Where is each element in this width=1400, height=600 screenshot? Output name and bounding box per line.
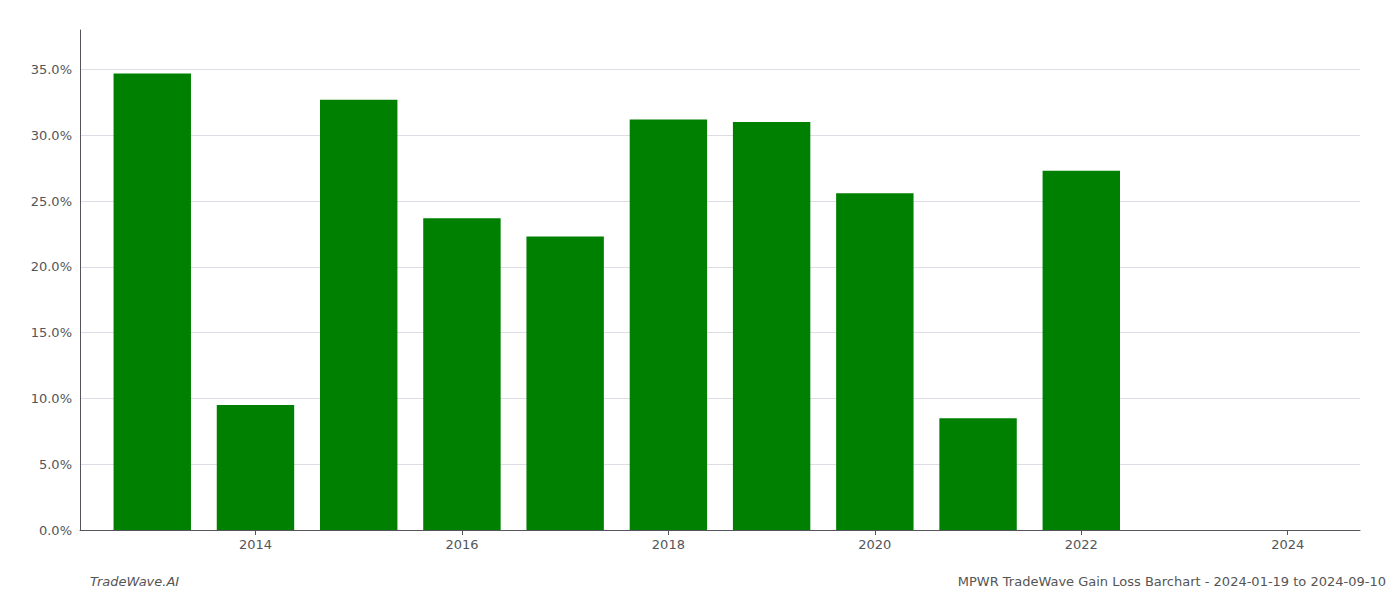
svg-text:35.0%: 35.0% — [31, 62, 72, 77]
svg-text:2024: 2024 — [1271, 537, 1304, 552]
svg-text:TradeWave.AI: TradeWave.AI — [90, 574, 179, 589]
svg-text:15.0%: 15.0% — [31, 325, 72, 340]
svg-text:20.0%: 20.0% — [31, 259, 72, 274]
svg-text:0.0%: 0.0% — [39, 523, 72, 538]
svg-text:2020: 2020 — [858, 537, 891, 552]
svg-text:10.0%: 10.0% — [31, 391, 72, 406]
svg-text:25.0%: 25.0% — [31, 194, 72, 209]
svg-text:2018: 2018 — [652, 537, 685, 552]
svg-text:MPWR TradeWave Gain Loss Barch: MPWR TradeWave Gain Loss Barchart - 2024… — [958, 574, 1386, 589]
svg-text:2022: 2022 — [1065, 537, 1098, 552]
svg-text:5.0%: 5.0% — [39, 457, 72, 472]
svg-text:30.0%: 30.0% — [31, 128, 72, 143]
svg-text:2014: 2014 — [239, 537, 272, 552]
svg-text:2016: 2016 — [445, 537, 478, 552]
